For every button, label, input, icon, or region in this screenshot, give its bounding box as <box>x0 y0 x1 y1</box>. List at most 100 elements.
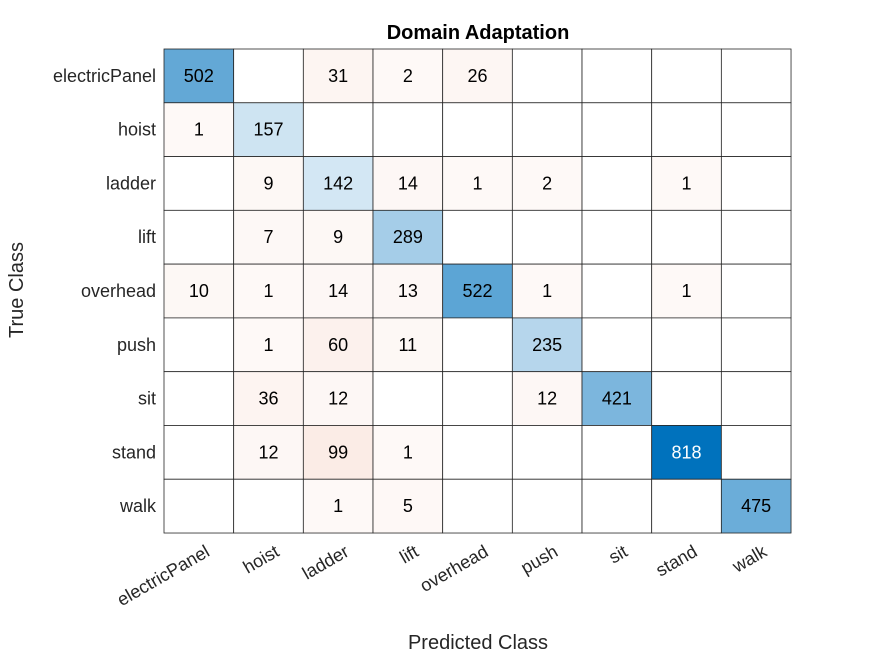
matrix-cell <box>720 478 792 534</box>
cell-value: 36 <box>258 389 278 409</box>
matrix-cell <box>442 48 513 104</box>
y-tick-label: electricPanel <box>53 66 156 86</box>
y-tick-label: overhead <box>81 281 156 301</box>
matrix-cell <box>442 425 513 480</box>
matrix-cell <box>511 371 583 426</box>
matrix-cell <box>720 156 792 211</box>
cell-value: 502 <box>184 66 214 86</box>
matrix-cell <box>651 102 722 157</box>
x-tick-label: walk <box>728 541 771 577</box>
matrix-cell <box>163 425 235 480</box>
cell-value: 14 <box>398 173 418 193</box>
cell-value: 289 <box>393 227 423 247</box>
matrix-cell <box>372 263 444 319</box>
cell-value: 31 <box>328 66 348 86</box>
matrix-cell <box>651 317 722 373</box>
matrix-cell <box>302 48 374 104</box>
matrix-cell <box>651 156 722 211</box>
matrix-cell <box>511 48 583 104</box>
cell-value: 235 <box>532 335 562 355</box>
cell-value: 5 <box>403 496 413 516</box>
cell-value: 13 <box>398 281 418 301</box>
cell-value: 1 <box>542 281 552 301</box>
cell-value: 1 <box>473 173 483 193</box>
cell-value: 1 <box>194 120 204 140</box>
cell-value: 1 <box>403 442 413 462</box>
cell-value: 99 <box>328 442 348 462</box>
cell-value: 12 <box>537 389 557 409</box>
cell-value: 10 <box>189 281 209 301</box>
matrix-cell <box>720 48 792 104</box>
cell-value: 1 <box>263 281 273 301</box>
matrix-cell <box>720 102 792 157</box>
cell-value: 26 <box>467 66 487 86</box>
matrix-cell <box>720 371 792 426</box>
x-tick-label: hoist <box>240 541 283 577</box>
matrix-cell <box>302 156 374 211</box>
matrix-cell <box>372 478 444 534</box>
x-tick-label: sit <box>605 541 631 567</box>
matrix-cell <box>233 102 304 157</box>
matrix-cell <box>581 263 653 319</box>
y-tick-label: sit <box>138 389 156 409</box>
cell-value: 60 <box>328 335 348 355</box>
x-tick-label: ladder <box>299 541 352 583</box>
matrix-cell <box>442 478 513 534</box>
matrix-cell <box>163 478 235 534</box>
matrix-cell <box>163 371 235 426</box>
matrix-cell <box>302 102 374 157</box>
matrix-cell <box>442 102 513 157</box>
cell-value: 1 <box>682 173 692 193</box>
matrix-cell <box>720 317 792 373</box>
matrix-cell <box>581 48 653 104</box>
matrix-cell <box>651 209 722 265</box>
x-tick-label: push <box>517 541 561 578</box>
y-tick-label: hoist <box>118 120 156 140</box>
matrix-cell <box>372 48 444 104</box>
x-axis-label: Predicted Class <box>408 632 548 654</box>
x-tick-label: lift <box>396 541 422 567</box>
matrix-cell <box>233 371 304 426</box>
cell-value: 1 <box>333 496 343 516</box>
matrix-cell <box>442 371 513 426</box>
matrix-cell <box>233 317 304 373</box>
matrix-cell <box>581 156 653 211</box>
matrix-cell <box>163 263 235 319</box>
cell-value: 522 <box>462 281 492 301</box>
matrix-cell <box>581 209 653 265</box>
cell-value: 7 <box>263 227 273 247</box>
matrix-cell <box>442 317 513 373</box>
matrix-cell <box>372 102 444 157</box>
cell-value: 14 <box>328 281 348 301</box>
matrix-cell <box>581 425 653 480</box>
x-tick-label: stand <box>652 541 700 580</box>
matrix-cell <box>511 209 583 265</box>
y-tick-label: stand <box>112 442 156 462</box>
cell-value: 9 <box>333 227 343 247</box>
x-tick-label: electricPanel <box>114 541 213 610</box>
matrix-cell <box>511 263 583 319</box>
matrix-cell <box>302 263 374 319</box>
matrix-cell <box>302 371 374 426</box>
matrix-cell <box>163 317 235 373</box>
matrix-cell <box>581 102 653 157</box>
matrix-cell <box>233 48 304 104</box>
matrix-cell <box>511 102 583 157</box>
matrix-cell <box>372 317 444 373</box>
cell-value: 2 <box>403 66 413 86</box>
y-tick-label: walk <box>119 496 157 516</box>
matrix-cell <box>163 209 235 265</box>
matrix-cell <box>442 156 513 211</box>
matrix-cell <box>233 478 304 534</box>
cell-value: 11 <box>399 335 418 355</box>
matrix-cell <box>581 478 653 534</box>
matrix-cell <box>163 102 235 157</box>
matrix-cell <box>651 371 722 426</box>
matrix-cell <box>233 263 304 319</box>
chart-title: Domain Adaptation <box>387 22 570 44</box>
y-tick-label: ladder <box>106 173 156 193</box>
matrix-cell <box>233 209 304 265</box>
